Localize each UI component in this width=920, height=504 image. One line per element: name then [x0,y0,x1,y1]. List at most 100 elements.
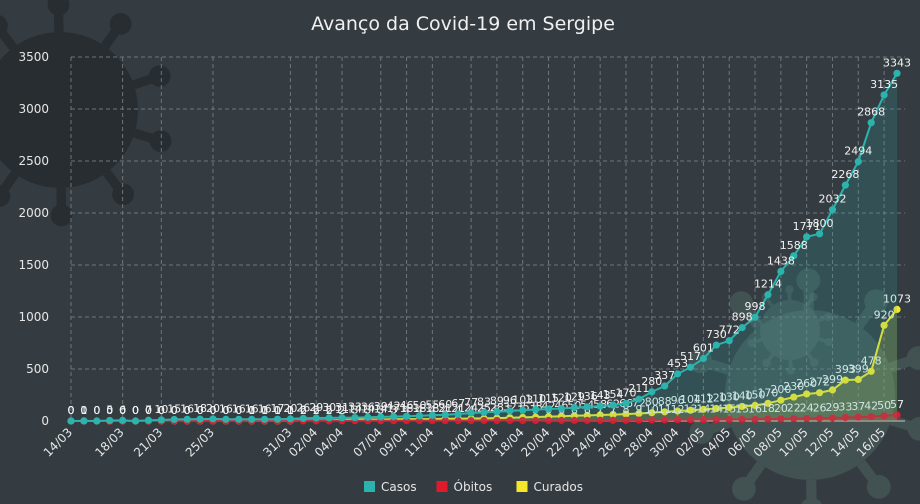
data-label: 21 [438,402,452,415]
data-label: 0 [119,404,126,417]
data-point [235,415,243,423]
data-point [738,402,746,411]
data-point [828,386,837,394]
virus-spike-tip [689,420,714,444]
data-label: 96 [671,394,685,407]
y-tick-label: 0 [41,414,49,428]
data-label: 337 [654,369,675,382]
y-tick-label: 2500 [18,154,49,168]
data-label: 29 [825,401,839,414]
data-label: 42 [864,400,878,413]
legend-label: Curados [534,480,583,494]
data-label: 3135 [870,78,898,91]
chart-title: Avanço da Covid-19 em Sergipe [311,13,615,35]
data-point [738,415,746,424]
data-label: 104 [680,393,701,406]
virus-spike-tip [747,338,756,348]
data-label: 60 [438,398,452,411]
data-label: 2 [326,404,333,417]
data-label: 0 [68,404,75,417]
data-point [415,412,424,420]
y-tick-label: 2000 [18,206,49,220]
virus-spike [854,298,881,329]
data-label: 2032 [818,193,846,206]
data-point [854,375,862,384]
data-label: 16 [219,402,233,415]
data-point [583,416,591,424]
data-point [648,416,656,424]
data-label: 103 [512,393,533,406]
data-point [209,415,217,423]
virus-spike [806,352,816,364]
data-label: 6 [119,403,126,416]
data-point [170,415,178,424]
data-label: 0 [184,404,191,417]
data-point [815,389,824,397]
virus-spike [805,295,815,307]
data-point [454,416,462,425]
virus-spike-tip [906,346,920,370]
legend-item-obitos: Óbitos [436,479,492,494]
legend: Casos Óbitos Curados [364,479,583,494]
y-tick-label: 1500 [18,258,49,272]
data-point [596,411,604,419]
data-point [583,403,591,411]
data-point [699,354,708,363]
virus-spike [698,356,731,375]
virus-spike-tip [148,65,171,87]
data-label: 89 [490,395,504,408]
data-point [544,405,553,413]
data-label: 14 [348,403,362,416]
data-point [325,414,333,422]
data-point [648,409,656,417]
data-label: 0 [171,404,178,417]
data-point [557,416,566,424]
data-point [338,414,346,422]
data-point [661,416,669,424]
data-point [544,416,553,424]
data-point [712,404,720,413]
data-label: 143 [590,389,611,402]
legend-swatch [516,481,528,492]
data-point [493,408,501,416]
data-point [106,416,114,425]
data-label: 0 [197,404,204,417]
data-label: 3 [377,404,384,417]
data-label: 11 [335,403,349,416]
data-label: 393 [835,363,856,376]
data-label: 0 [93,404,100,417]
data-point [532,405,540,414]
virus-spike-tip [729,291,754,316]
data-label: 8 [622,403,629,416]
data-label: 772 [719,324,740,337]
data-label: 77 [464,396,478,409]
data-point [673,370,682,378]
data-point [790,252,798,260]
data-label: 1 [274,404,281,417]
data-point [764,291,772,299]
data-label: 55 [425,398,439,411]
data-label: 18 [425,402,439,415]
data-point [570,416,578,424]
data-point [725,415,733,424]
virus-spike-tip [149,130,172,153]
data-label: 170 [615,386,636,399]
data-label: 1438 [767,254,795,267]
data-label: 170 [757,386,778,399]
data-point [157,416,165,424]
x-tick-label: 25/03 [183,425,217,459]
data-label: 11 [658,403,672,416]
virus-spike-tip [785,285,794,294]
data-label: 18 [761,402,775,415]
data-point [661,382,669,390]
data-label: 50 [877,399,891,412]
data-label: 14 [374,403,388,416]
y-tick-label: 3500 [18,50,49,64]
data-label: 0 [106,404,113,417]
virus-spike-tip [907,417,920,441]
data-label: 57 [890,398,904,411]
data-point [712,341,720,349]
data-label: 0 [235,404,242,417]
data-label: 83 [477,395,491,408]
